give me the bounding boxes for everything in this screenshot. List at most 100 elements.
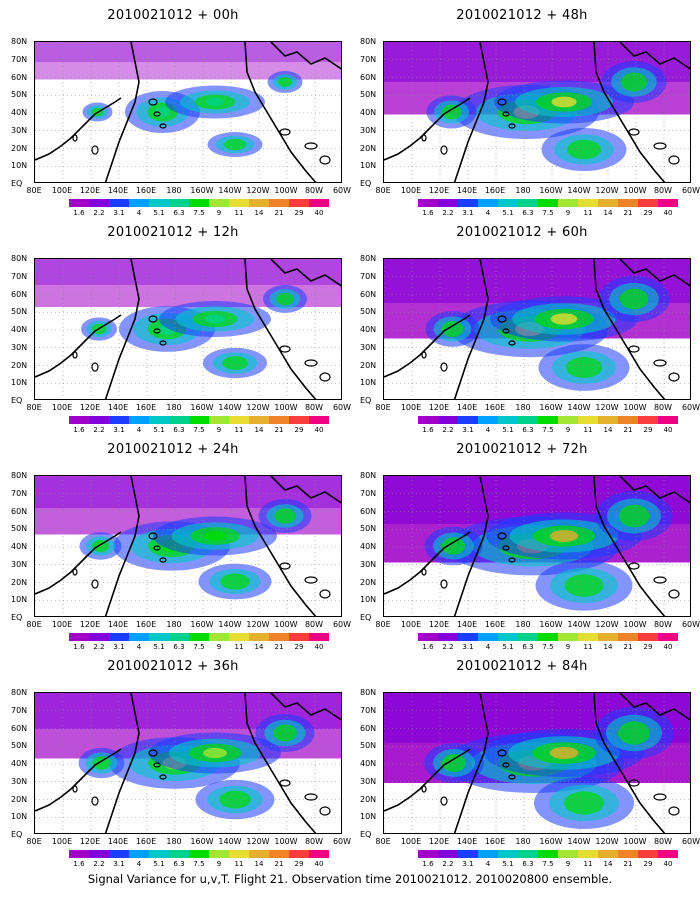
colorbar-label: 21 xyxy=(274,209,284,217)
longitude-label: 140W xyxy=(567,186,591,195)
longitude-label: 180 xyxy=(515,403,531,412)
colorbar-swatch xyxy=(189,416,209,424)
colorbar-swatch xyxy=(269,199,289,207)
longitude-label: 140W xyxy=(567,837,591,846)
longitude-label: 160E xyxy=(484,620,506,629)
colorbar-swatch xyxy=(169,416,189,424)
panel-title: 2010021012 + 84h xyxy=(456,659,588,674)
colorbar-label: 2.2 xyxy=(442,643,454,651)
colorbar-label: 6.3 xyxy=(522,643,534,651)
longitude-label: 120E xyxy=(428,186,450,195)
colorbar-swatch xyxy=(129,416,149,424)
colorbar-label: 14 xyxy=(254,209,264,217)
latitude-label: 60N xyxy=(11,506,28,516)
colorbar-label: 7.5 xyxy=(193,209,205,217)
colorbar-label: 5.1 xyxy=(502,209,514,217)
colorbar-swatch xyxy=(438,416,458,424)
latitude-label: 80N xyxy=(11,471,28,480)
colorbar-swatch xyxy=(209,416,229,424)
latitude-label: 80N xyxy=(360,37,377,46)
colorbar-label: 29 xyxy=(643,860,653,868)
longitude-label: 100E xyxy=(51,186,73,195)
colorbar-label: 3.1 xyxy=(462,209,474,217)
variance-map xyxy=(34,41,342,183)
colorbar-swatch xyxy=(478,633,498,641)
colorbar-swatch xyxy=(598,416,618,424)
colorbar-label: 14 xyxy=(254,643,264,651)
longitude-label: 100E xyxy=(51,403,73,412)
longitude-label: 100W xyxy=(274,403,298,412)
latitude-label: 50N xyxy=(11,741,28,751)
map-panel: 2010021012 + 00h 80N 70N 60N 50N 40N 30N 20N 10N… xyxy=(11,8,351,218)
colorbar-swatch xyxy=(478,416,498,424)
colorbar-swatch xyxy=(498,850,518,858)
colorbar-swatch xyxy=(538,416,558,424)
colorbar-swatch xyxy=(269,416,289,424)
colorbar-swatch xyxy=(69,850,89,858)
colorbar-swatch xyxy=(229,633,249,641)
colorbar-label: 6.3 xyxy=(522,209,534,217)
colorbar-swatch xyxy=(69,633,89,641)
colorbar-swatch xyxy=(129,633,149,641)
longitude-label: 140E xyxy=(107,620,129,629)
variance-map xyxy=(383,258,691,400)
colorbar-label: 40 xyxy=(314,426,324,434)
colorbar-swatch xyxy=(618,199,638,207)
colorbar-swatch xyxy=(309,199,329,207)
colorbar-swatch xyxy=(229,199,249,207)
latitude-label: 40N xyxy=(11,108,28,117)
panel-title: 2010021012 + 48h xyxy=(456,8,588,23)
colorbar-swatch xyxy=(89,633,109,641)
latitude-label: 40N xyxy=(360,542,377,551)
colorbar-swatch xyxy=(578,850,598,858)
colorbar-swatch xyxy=(618,850,638,858)
colorbar-label: 4 xyxy=(136,209,142,217)
longitude-label: 60W xyxy=(681,403,700,412)
latitude-label: 10N xyxy=(360,812,377,822)
latitude-label: 30N xyxy=(360,342,377,352)
longitude-label: 100E xyxy=(51,837,73,846)
colorbar-swatch xyxy=(169,850,189,858)
colorbar-label: 9 xyxy=(565,209,571,217)
longitude-label: 140E xyxy=(456,620,478,629)
colorbar-label: 5.1 xyxy=(153,643,165,651)
colorbar-swatch xyxy=(209,633,229,641)
longitude-label: 80E xyxy=(375,403,391,412)
colorbar-swatch xyxy=(498,199,518,207)
variance-map xyxy=(34,475,342,617)
colorbar-swatch xyxy=(558,416,578,424)
colorbar-label: 5.1 xyxy=(502,426,514,434)
longitude-label: 80W xyxy=(304,837,324,846)
colorbar xyxy=(69,633,329,641)
colorbar-label: 1.6 xyxy=(73,209,85,217)
colorbar-label: 9 xyxy=(216,860,222,868)
latitude-label: 70N xyxy=(11,271,28,281)
longitude-label: 160W xyxy=(539,620,563,629)
colorbar-swatch xyxy=(149,416,169,424)
latitude-label: 30N xyxy=(360,125,377,135)
latitude-label: 20N xyxy=(11,143,28,153)
longitude-label: 80E xyxy=(26,186,42,195)
colorbar-swatch xyxy=(109,850,129,858)
colorbar-label: 7.5 xyxy=(542,209,554,217)
colorbar-swatch xyxy=(418,199,438,207)
latitude-label: 70N xyxy=(360,705,377,715)
colorbar-label: 40 xyxy=(314,860,324,868)
colorbar-label: 5.1 xyxy=(153,426,165,434)
longitude-label: 140E xyxy=(107,186,129,195)
colorbar-swatch xyxy=(578,633,598,641)
colorbar-label: 9 xyxy=(216,426,222,434)
longitude-label: 120E xyxy=(79,620,101,629)
colorbar-label: 14 xyxy=(254,860,264,868)
colorbar-swatch xyxy=(538,199,558,207)
latitude-label: 30N xyxy=(360,776,377,786)
colorbar-label: 14 xyxy=(603,860,613,868)
colorbar-label: 1.6 xyxy=(422,209,434,217)
colorbar-label: 6.3 xyxy=(173,643,185,651)
longitude-label: 60W xyxy=(332,837,352,846)
colorbar-label: 11 xyxy=(583,426,593,434)
colorbar-label: 21 xyxy=(623,426,633,434)
colorbar-label: 40 xyxy=(663,860,673,868)
colorbar-swatch xyxy=(189,850,209,858)
latitude-label: 20N xyxy=(360,794,377,804)
